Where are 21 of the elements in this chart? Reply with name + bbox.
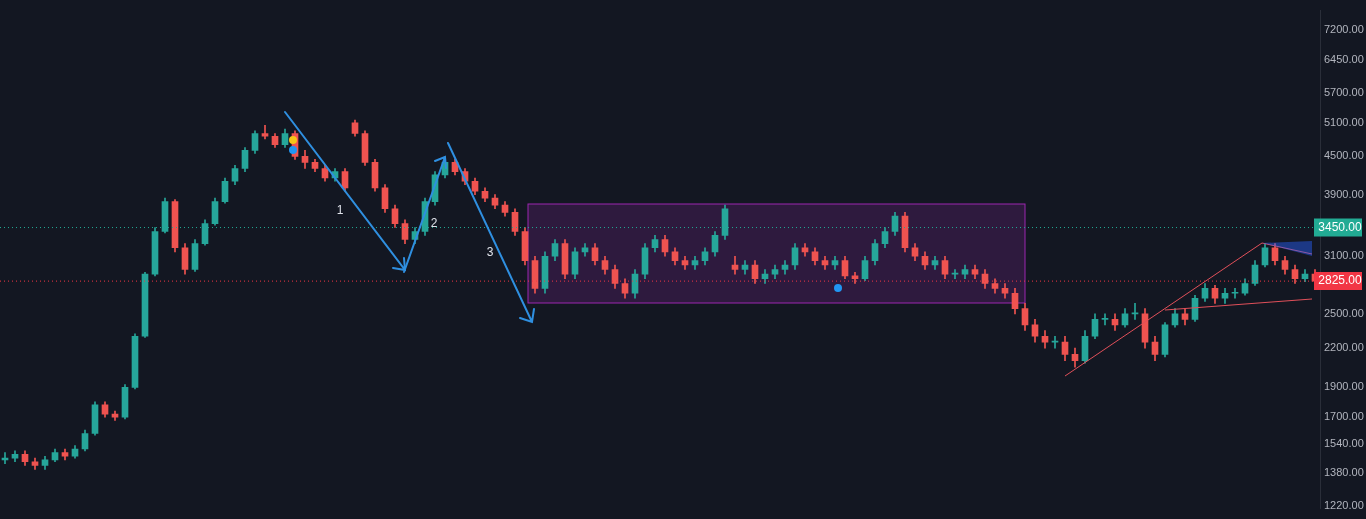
y-tick-label: 4500.00 [1324, 149, 1364, 162]
annotation: 2 [430, 216, 438, 231]
ref-line-label: 2825.00 [1318, 273, 1363, 288]
y-tick-label: 5700.00 [1324, 85, 1364, 98]
y-tick-label: 1700.00 [1324, 410, 1364, 423]
y-tick-label: 2500.00 [1324, 306, 1364, 319]
annotation: 3 [486, 245, 494, 260]
y-tick-label: 2200.00 [1324, 341, 1364, 354]
annotation: 1 [336, 203, 344, 218]
y-tick-label: 1380.00 [1324, 466, 1364, 479]
y-tick-label: 6450.00 [1324, 52, 1364, 65]
y-tick-label: 7200.00 [1324, 23, 1364, 36]
y-tick-label: 1900.00 [1324, 380, 1364, 393]
candlestick [1231, 288, 1239, 299]
y-tick-label: 1540.00 [1324, 436, 1364, 449]
y-tick-label: 3100.00 [1324, 249, 1364, 262]
y-tick-label: 5100.00 [1324, 115, 1364, 128]
candlestick [1101, 313, 1109, 326]
y-tick-label: 3900.00 [1324, 187, 1364, 200]
ref-line-label: 3450.00 [1318, 219, 1363, 234]
y-tick-label: 1220.00 [1324, 499, 1364, 512]
